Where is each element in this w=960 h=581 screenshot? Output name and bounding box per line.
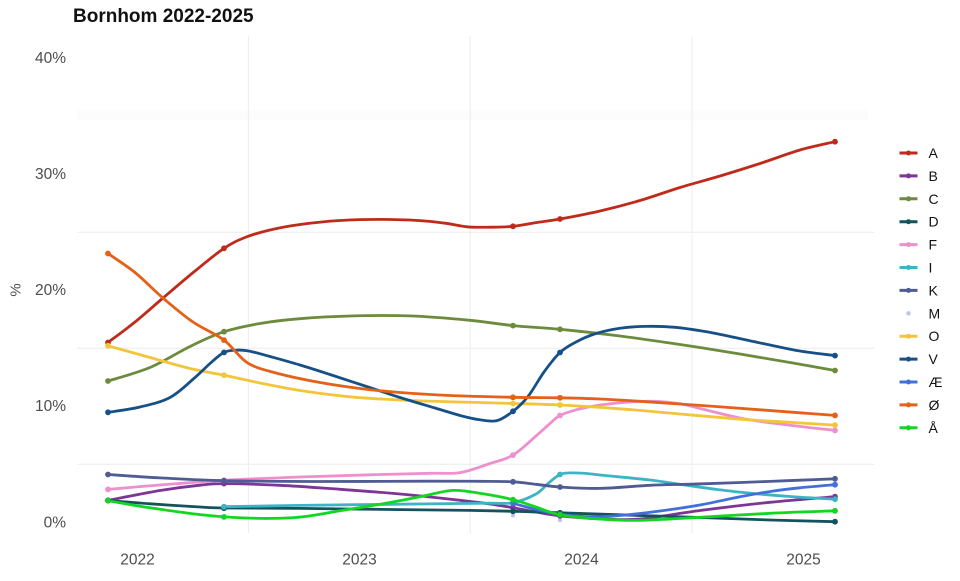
svg-text:F: F (929, 237, 938, 253)
svg-text:0%: 0% (44, 514, 67, 531)
svg-text:V: V (929, 351, 939, 367)
svg-text:O: O (929, 328, 940, 344)
svg-text:C: C (929, 191, 939, 207)
svg-text:A: A (929, 145, 939, 161)
svg-text:2024: 2024 (564, 552, 599, 569)
svg-text:Å: Å (929, 420, 939, 436)
svg-text:2025: 2025 (786, 552, 820, 569)
svg-text:M: M (929, 305, 941, 321)
svg-text:K: K (929, 282, 939, 298)
svg-text:2022: 2022 (120, 552, 154, 569)
svg-text:20%: 20% (35, 282, 66, 299)
svg-text:10%: 10% (35, 398, 66, 415)
svg-text:D: D (929, 214, 939, 230)
svg-text:Ø: Ø (929, 397, 940, 413)
svg-text:I: I (929, 260, 933, 276)
svg-text:30%: 30% (35, 166, 66, 183)
svg-text:B: B (929, 168, 938, 184)
svg-text:Bornhom 2022-2025: Bornhom 2022-2025 (73, 6, 254, 27)
svg-text:%: % (8, 283, 25, 296)
svg-text:Æ: Æ (929, 374, 943, 390)
svg-text:40%: 40% (35, 50, 66, 67)
svg-text:2023: 2023 (342, 552, 376, 569)
